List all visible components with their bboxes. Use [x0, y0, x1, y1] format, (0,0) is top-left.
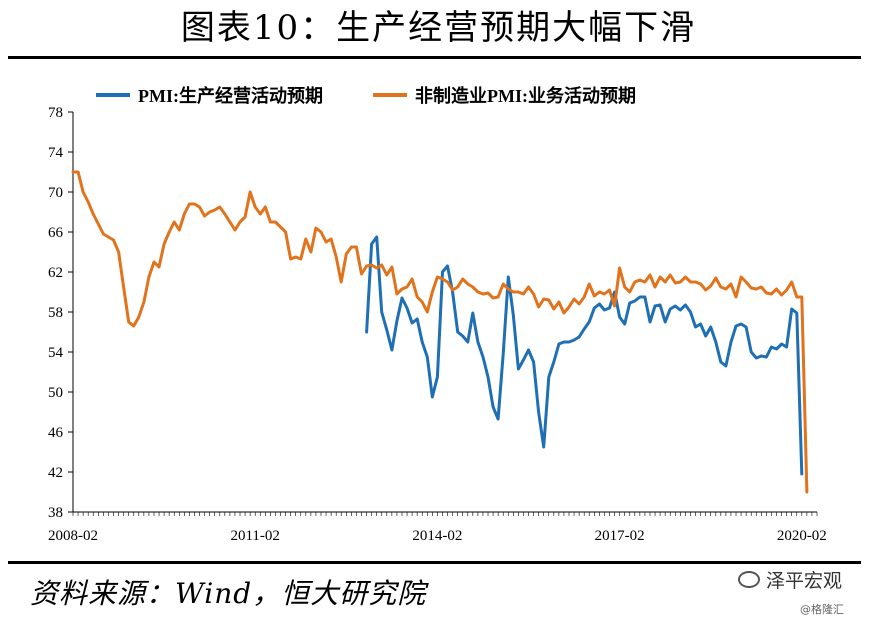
x-tick-label: 2008-02	[48, 528, 98, 544]
bottom-rule	[8, 561, 861, 564]
legend-item-blue: PMI:生产经营活动预期	[96, 82, 323, 108]
y-tick-label: 66	[48, 225, 64, 241]
y-tick-label: 54	[48, 345, 64, 361]
line-chart: 38 42 46 50 54 58 62 66 70 74 78 2008-02 2011-02 2014…	[48, 105, 827, 544]
legend-swatch-orange	[372, 93, 407, 97]
brand-name: 泽平宏观	[766, 570, 843, 592]
y-tick-label: 50	[48, 385, 63, 401]
y-tick-label: 74	[48, 145, 64, 161]
y-tick-label: 46	[48, 425, 64, 441]
watermark: @格隆汇	[800, 603, 844, 616]
legend-label-orange: 非制造业PMI:业务活动预期	[414, 86, 636, 106]
legend-label-blue: PMI:生产经营活动预期	[138, 86, 323, 106]
legend-item-orange: 非制造业PMI:业务活动预期	[372, 82, 636, 108]
y-tick-label: 70	[48, 185, 63, 201]
x-tick-label: 2014-02	[412, 528, 462, 544]
x-tick-label: 2020-02	[777, 528, 827, 544]
brand: 泽平宏观	[738, 566, 842, 593]
top-rule	[8, 56, 861, 59]
x-tick-label: 2017-02	[595, 528, 645, 544]
legend: PMI:生产经营活动预期 非制造业PMI:业务活动预期	[96, 82, 636, 108]
y-tick-label: 62	[48, 265, 63, 281]
y-tick-label: 58	[48, 305, 63, 321]
y-tick-label: 42	[48, 465, 63, 481]
series-line-blue	[365, 235, 804, 476]
series-line-orange	[71, 170, 809, 494]
chart-title: 图表10：生产经营预期大幅下滑	[180, 8, 697, 48]
source-note: 资料来源：Wind，恒大研究院	[30, 577, 427, 610]
y-tick-label: 78	[48, 105, 63, 121]
wechat-icon	[738, 571, 760, 588]
x-tick-label: 2011-02	[230, 528, 279, 544]
legend-swatch-blue	[96, 93, 130, 97]
y-tick-label: 38	[48, 505, 63, 521]
